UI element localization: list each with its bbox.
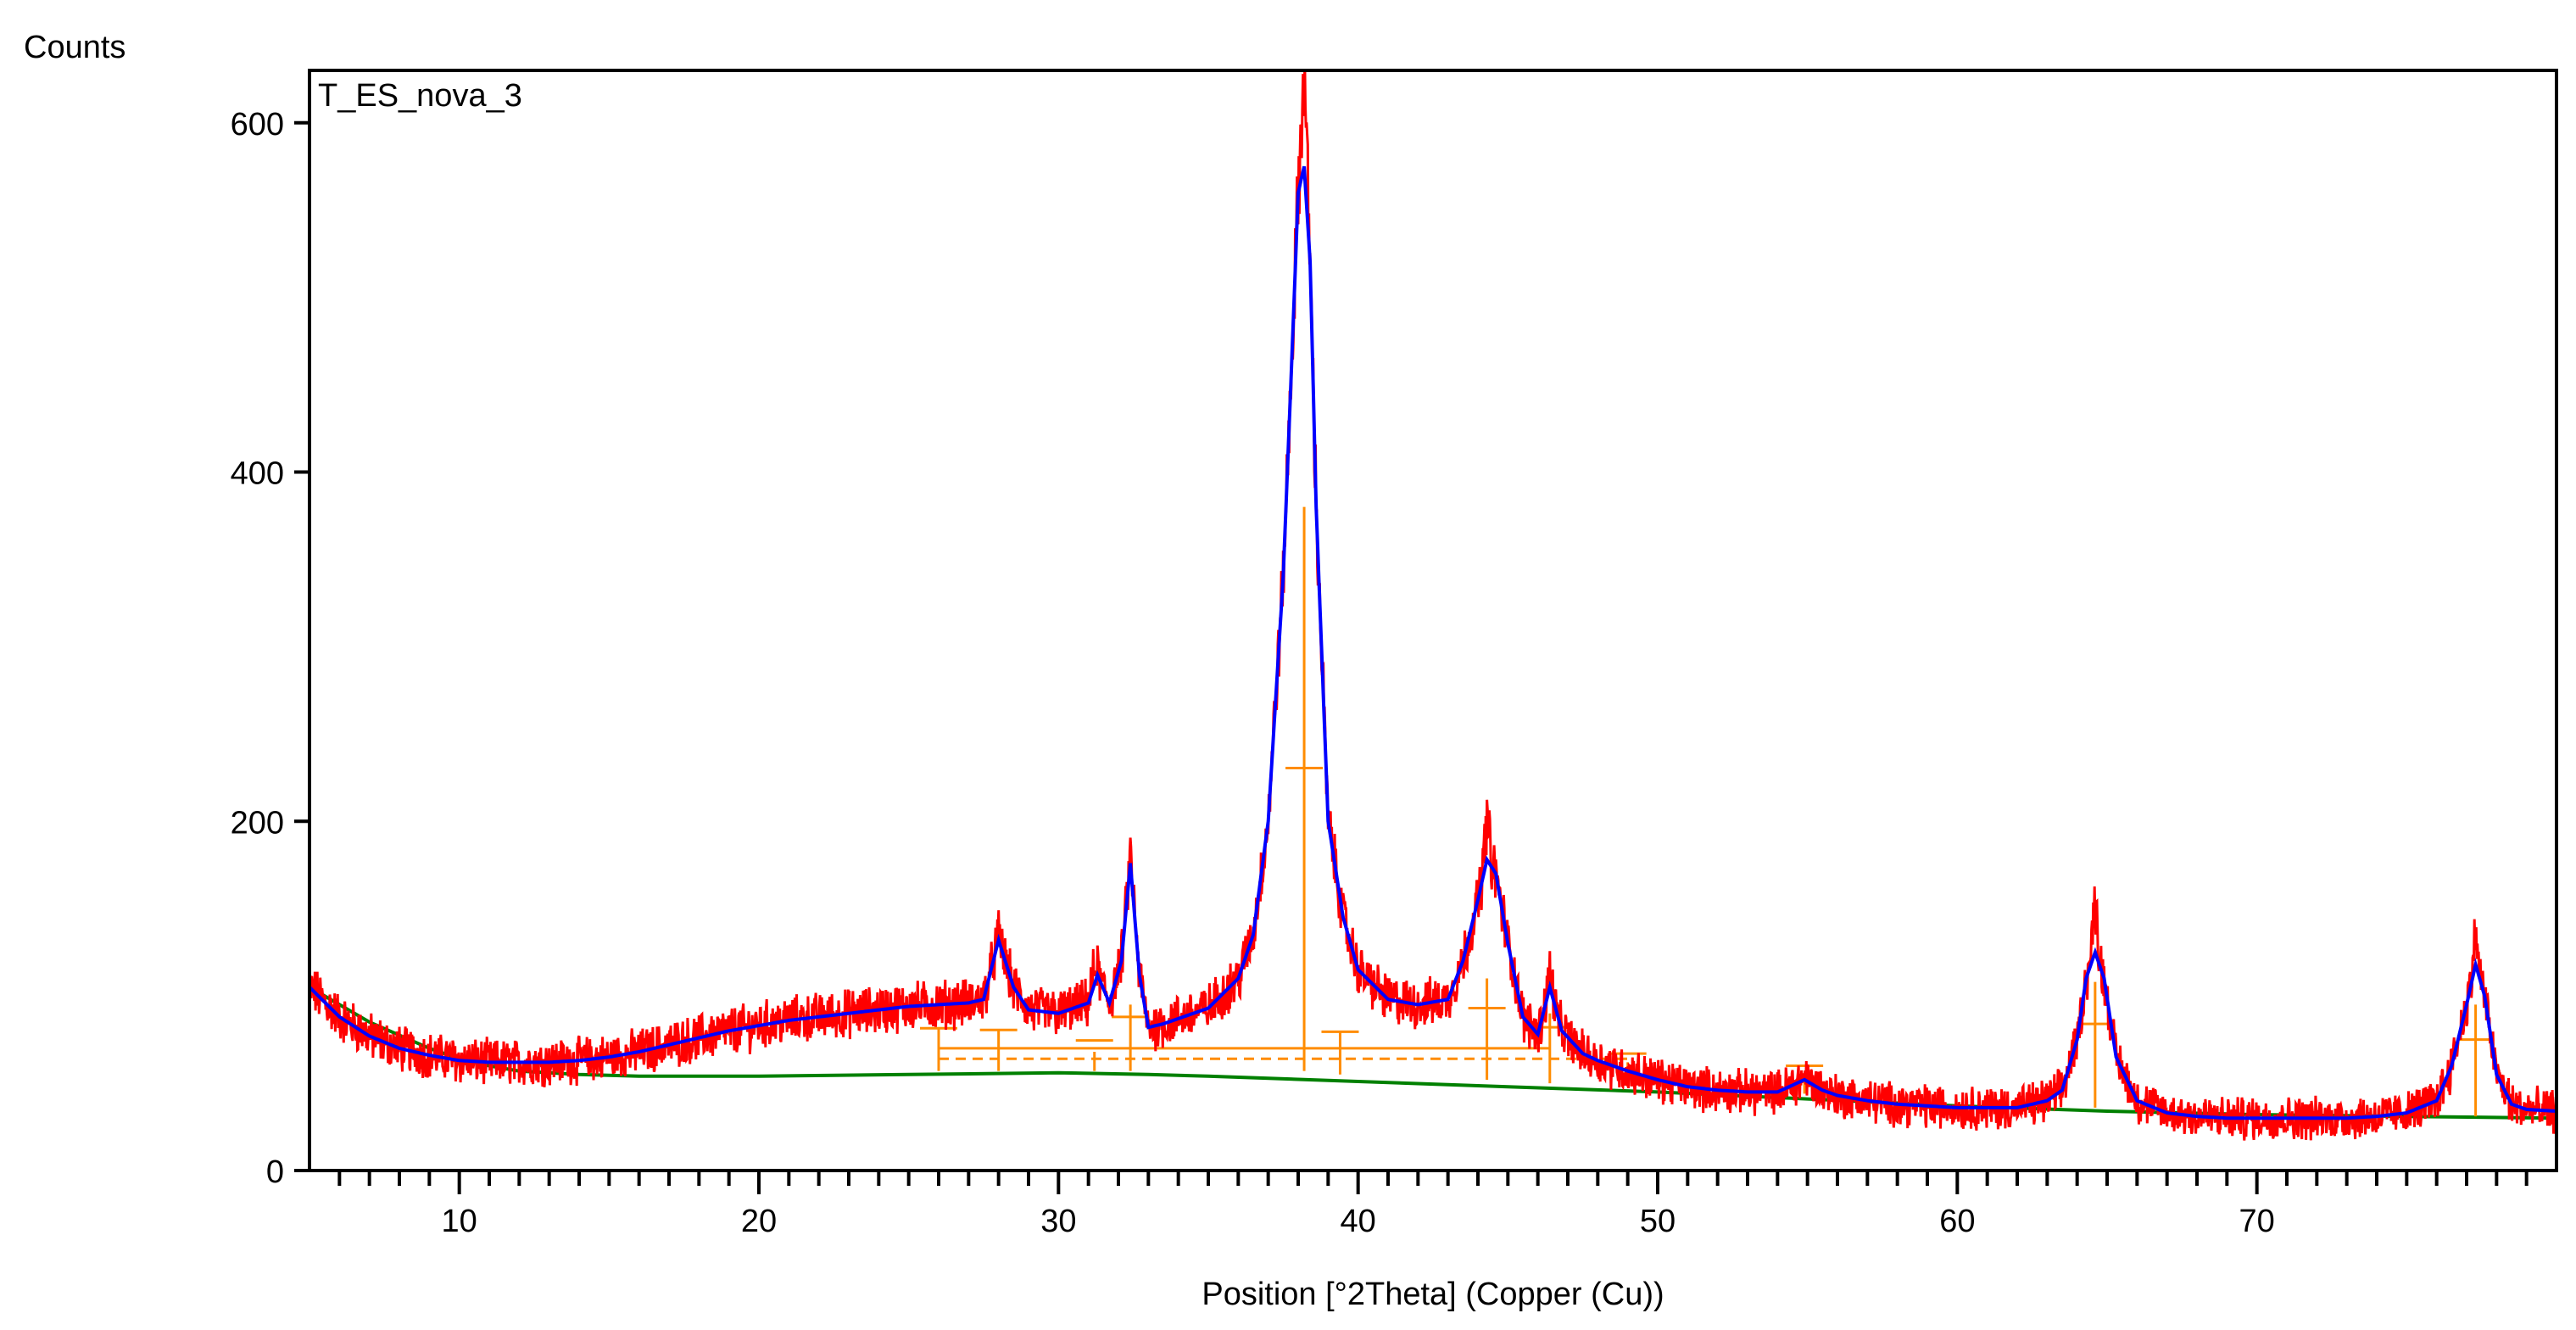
y-axis-title: Counts (24, 30, 125, 65)
x-tick-label: 50 (1640, 1204, 1676, 1239)
x-tick-label: 40 (1341, 1204, 1376, 1239)
calculated-layer (309, 165, 2556, 1120)
calculated-line (309, 165, 2556, 1120)
x-tick-label: 10 (442, 1204, 477, 1239)
y-tick-label: 600 (231, 107, 284, 142)
y-tick-label: 200 (231, 805, 284, 841)
y-tick-label: 0 (266, 1154, 284, 1190)
x-tick-label: 60 (1939, 1204, 1975, 1239)
x-tick-label: 30 (1040, 1204, 1076, 1239)
x-tick-label: 70 (2239, 1204, 2275, 1239)
x-axis-title: Position [°2Theta] (Copper (Cu)) (1202, 1277, 1664, 1312)
observed-layer (309, 70, 2556, 1141)
plot-frame (308, 69, 2558, 1172)
plot-area (309, 70, 2556, 1141)
observed-line (309, 70, 2556, 1141)
y-axis: 0 200 400 600 (231, 107, 309, 1190)
y-tick-label: 400 (231, 456, 284, 492)
sample-name-label: T_ES_nova_3 (318, 78, 522, 114)
x-axis: 10 20 30 40 50 60 70 (337, 1172, 2529, 1239)
x-tick-label: 20 (741, 1204, 777, 1239)
